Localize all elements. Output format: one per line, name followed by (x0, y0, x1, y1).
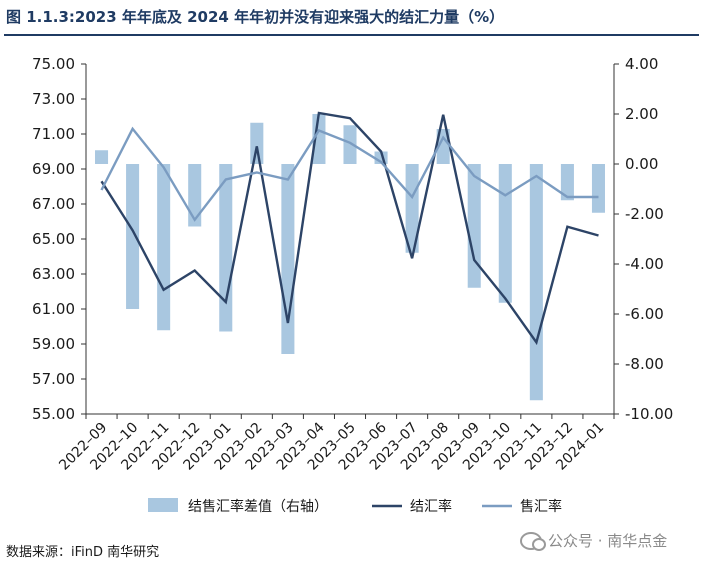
chart-title: 图 1.1.3:2023 年年底及 2024 年年初并没有迎来强大的结汇力量（%… (6, 8, 505, 26)
right-tick-label: 2.00 (625, 105, 658, 123)
bar-series (95, 114, 605, 401)
right-tick-label: -8.00 (625, 355, 664, 373)
right-tick-label: 0.00 (625, 155, 658, 173)
legend-swatch-bars (148, 498, 178, 512)
bar (219, 164, 233, 332)
bar (157, 164, 171, 331)
bar (498, 164, 512, 303)
sales-rate-line (100, 126, 599, 222)
right-tick-label: -2.00 (625, 205, 664, 223)
bar (560, 164, 574, 201)
bar (312, 114, 326, 164)
left-tick-label: 69.00 (32, 160, 75, 178)
bar (281, 164, 295, 354)
right-tick-label: -6.00 (625, 305, 664, 323)
bar (436, 129, 450, 164)
left-tick-label: 55.00 (32, 405, 75, 423)
bar (188, 164, 202, 227)
left-tick-label: 61.00 (32, 300, 75, 318)
bar (95, 150, 109, 164)
bar (250, 122, 264, 164)
settlement-rate-line (100, 111, 599, 346)
left-tick-label: 71.00 (32, 125, 75, 143)
bar (529, 164, 543, 401)
left-tick-label: 67.00 (32, 195, 75, 213)
legend-label-bars: 结售汇率差值（右轴） (188, 498, 328, 515)
left-tick-label: 75.00 (32, 55, 75, 73)
bar (591, 164, 605, 213)
bar (126, 164, 140, 309)
bar (343, 125, 357, 164)
bar (467, 164, 481, 288)
right-tick-label: -10.00 (625, 405, 673, 423)
line-series (100, 111, 599, 346)
right-tick-label: -4.00 (625, 255, 664, 273)
left-tick-label: 57.00 (32, 370, 75, 388)
left-tick-label: 65.00 (32, 230, 75, 248)
legend-label-settlement: 结汇率 (410, 498, 452, 515)
legend: 结售汇率差值（右轴） 结汇率 售汇率 (148, 498, 562, 515)
left-tick-label: 73.00 (32, 90, 75, 108)
data-source: 数据来源：iFinD 南华研究 (6, 545, 160, 560)
right-tick-label: 4.00 (625, 55, 658, 73)
watermark-text: 公众号 · 南华点金 (548, 532, 668, 550)
watermark: 公众号 · 南华点金 (520, 530, 667, 551)
legend-label-sales: 售汇率 (520, 498, 562, 515)
bar (405, 164, 419, 253)
left-tick-label: 63.00 (32, 265, 75, 283)
wechat-icon (520, 531, 546, 551)
left-tick-label: 59.00 (32, 335, 75, 353)
title-divider (4, 34, 699, 36)
